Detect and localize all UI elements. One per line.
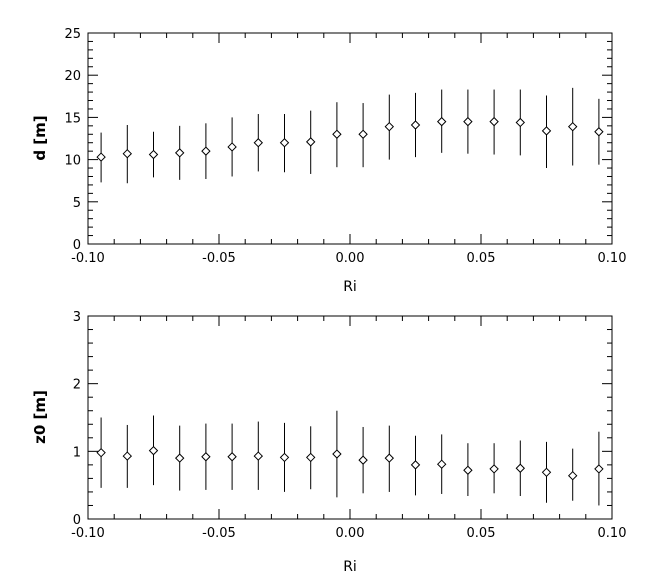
data-point <box>253 451 264 461</box>
y-axis-label-d: d [m] <box>31 115 49 160</box>
data-point <box>279 452 290 463</box>
marks-z0 <box>96 410 604 506</box>
data-point <box>305 452 316 463</box>
data-point <box>541 467 552 478</box>
data-point <box>305 137 316 147</box>
y-tick-label: 10 <box>64 154 81 169</box>
data-point <box>227 452 237 462</box>
y-tick-label: 20 <box>64 69 81 84</box>
data-point <box>96 152 106 162</box>
data-point <box>489 464 499 474</box>
data-point <box>384 453 395 463</box>
plot-frame-z0 <box>87 315 613 520</box>
data-point <box>332 449 342 459</box>
x-tick-label: 0.05 <box>467 526 496 541</box>
data-point <box>148 149 159 160</box>
data-point <box>515 117 526 128</box>
x-tick-label: 0.00 <box>336 251 365 266</box>
data-point <box>384 121 395 132</box>
data-point <box>436 459 447 469</box>
data-point <box>253 138 264 148</box>
data-point <box>279 138 290 148</box>
plot-frame-d <box>87 32 613 245</box>
panel-z0: -0.10 -0.05 0.00 0.05 0.10 0 1 2 3 Ri z0 [m] <box>31 310 626 575</box>
data-point <box>174 453 185 463</box>
y-tick-label: 3 <box>73 310 81 325</box>
x-tick-label: -0.10 <box>71 526 105 541</box>
data-point <box>227 142 237 152</box>
y-tick-label: 5 <box>73 196 81 211</box>
x-tick-label: 0.05 <box>467 251 496 266</box>
data-point <box>594 127 604 137</box>
data-point <box>567 470 578 481</box>
data-point <box>594 464 604 474</box>
y-tick-label: 25 <box>64 27 81 42</box>
y-axis-label-z0: z0 [m] <box>31 390 49 444</box>
x-tick-label: -0.10 <box>71 251 105 266</box>
data-point <box>463 465 473 475</box>
data-point <box>122 148 133 159</box>
x-axis-label-d: Ri <box>343 279 357 295</box>
data-point <box>515 463 526 473</box>
y-tick-label: 1 <box>73 445 81 460</box>
x-tick-label: -0.05 <box>202 526 236 541</box>
data-point <box>122 451 133 461</box>
x-axis-label-z0: Ri <box>343 559 357 575</box>
data-point <box>148 445 159 456</box>
data-point <box>96 447 106 458</box>
data-point <box>410 120 421 130</box>
data-point <box>174 148 185 158</box>
data-point <box>358 129 368 139</box>
x-tick-label: -0.05 <box>202 251 236 266</box>
data-point <box>358 455 368 465</box>
panel-d: -0.10 -0.05 0.00 0.05 0.10 0 5 10 15 20 25 Ri d [m… <box>31 27 626 295</box>
data-point <box>436 116 447 127</box>
x-tick-label: 0.00 <box>336 526 365 541</box>
y-tick-label: 0 <box>73 513 81 528</box>
data-point <box>541 126 552 136</box>
marks-d <box>96 87 604 184</box>
data-point <box>567 121 578 132</box>
y-tick-label: 0 <box>73 238 81 253</box>
data-point <box>410 460 421 470</box>
data-point <box>201 146 211 156</box>
y-tick-label: 2 <box>73 378 81 393</box>
data-point <box>201 452 211 462</box>
data-point <box>332 129 342 139</box>
data-point <box>463 116 473 127</box>
x-tick-label: 0.10 <box>598 251 627 266</box>
x-tick-label: 0.10 <box>598 526 627 541</box>
y-tick-label: 15 <box>64 111 81 126</box>
data-point <box>489 116 499 127</box>
axes-z0: -0.10 -0.05 0.00 0.05 0.10 0 1 2 3 <box>71 310 626 541</box>
axes-d: -0.10 -0.05 0.00 0.05 0.10 0 5 10 15 20 25 <box>64 27 626 266</box>
